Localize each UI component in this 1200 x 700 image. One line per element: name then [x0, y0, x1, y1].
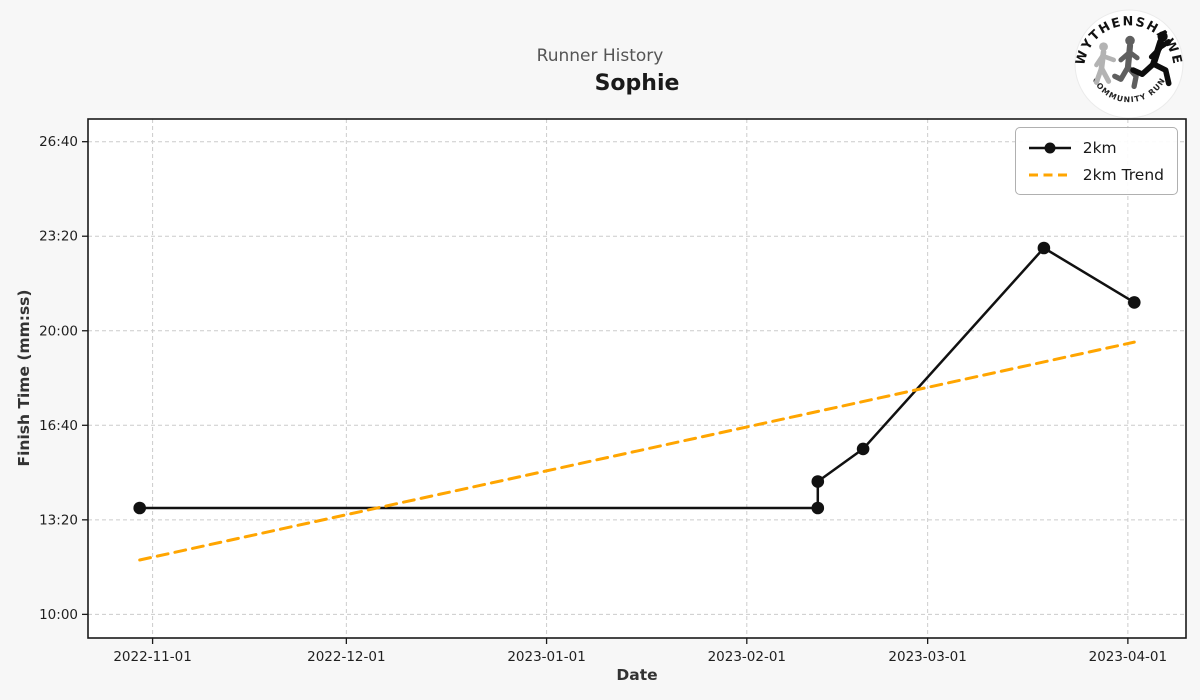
plot-area	[88, 119, 1186, 638]
y-tick-label: 26:40	[39, 134, 78, 150]
legend-label: 2km	[1082, 138, 1117, 157]
y-tick-label: 20:00	[39, 323, 78, 339]
legend-label: 2km Trend	[1082, 165, 1164, 184]
x-tick-label: 2023-02-01	[708, 649, 786, 665]
x-tick-label: 2023-01-01	[507, 649, 585, 665]
legend-swatch-solid	[1028, 142, 1071, 153]
walking-runner-icon	[1093, 42, 1117, 85]
legend-swatch-dashed	[1028, 173, 1071, 176]
y-tick-label: 13:20	[39, 512, 78, 528]
plot-border	[87, 118, 1187, 639]
y-tick-label: 16:40	[39, 418, 78, 434]
y-tick-label: 23:20	[39, 229, 78, 245]
x-tick-label: 2022-12-01	[307, 649, 385, 665]
data-point-marker	[811, 501, 825, 515]
jogging-runner-icon	[1112, 35, 1140, 90]
data-point-marker	[811, 475, 825, 488]
data-point-marker	[856, 442, 870, 456]
data-point-marker	[1128, 296, 1141, 309]
x-tick-label: 2023-03-01	[888, 649, 966, 665]
legend-item: 2km	[1027, 134, 1164, 161]
series-line-2km-trend	[138, 340, 1136, 562]
series-line-2km	[138, 246, 1136, 510]
x-tick-label: 2023-04-01	[1089, 649, 1167, 665]
legend-item: 2km Trend	[1027, 161, 1164, 188]
x-axis-label: Date	[616, 666, 658, 684]
figure-suptitle: Runner History	[536, 46, 664, 66]
x-tick-label: 2022-11-01	[113, 649, 191, 665]
data-point-marker	[1037, 241, 1051, 255]
y-tick-label: 10:00	[39, 607, 78, 623]
sprinting-runner-icon	[1130, 31, 1172, 87]
data-point-marker	[133, 501, 146, 515]
runner-name-title: Sophie	[594, 71, 680, 96]
club-logo: WYTHENSHAWE COMMUNITY RUN	[1073, 9, 1184, 119]
legend: 2km 2km Trend	[1014, 127, 1178, 195]
y-axis-label: Finish Time (mm:ss)	[15, 289, 33, 467]
